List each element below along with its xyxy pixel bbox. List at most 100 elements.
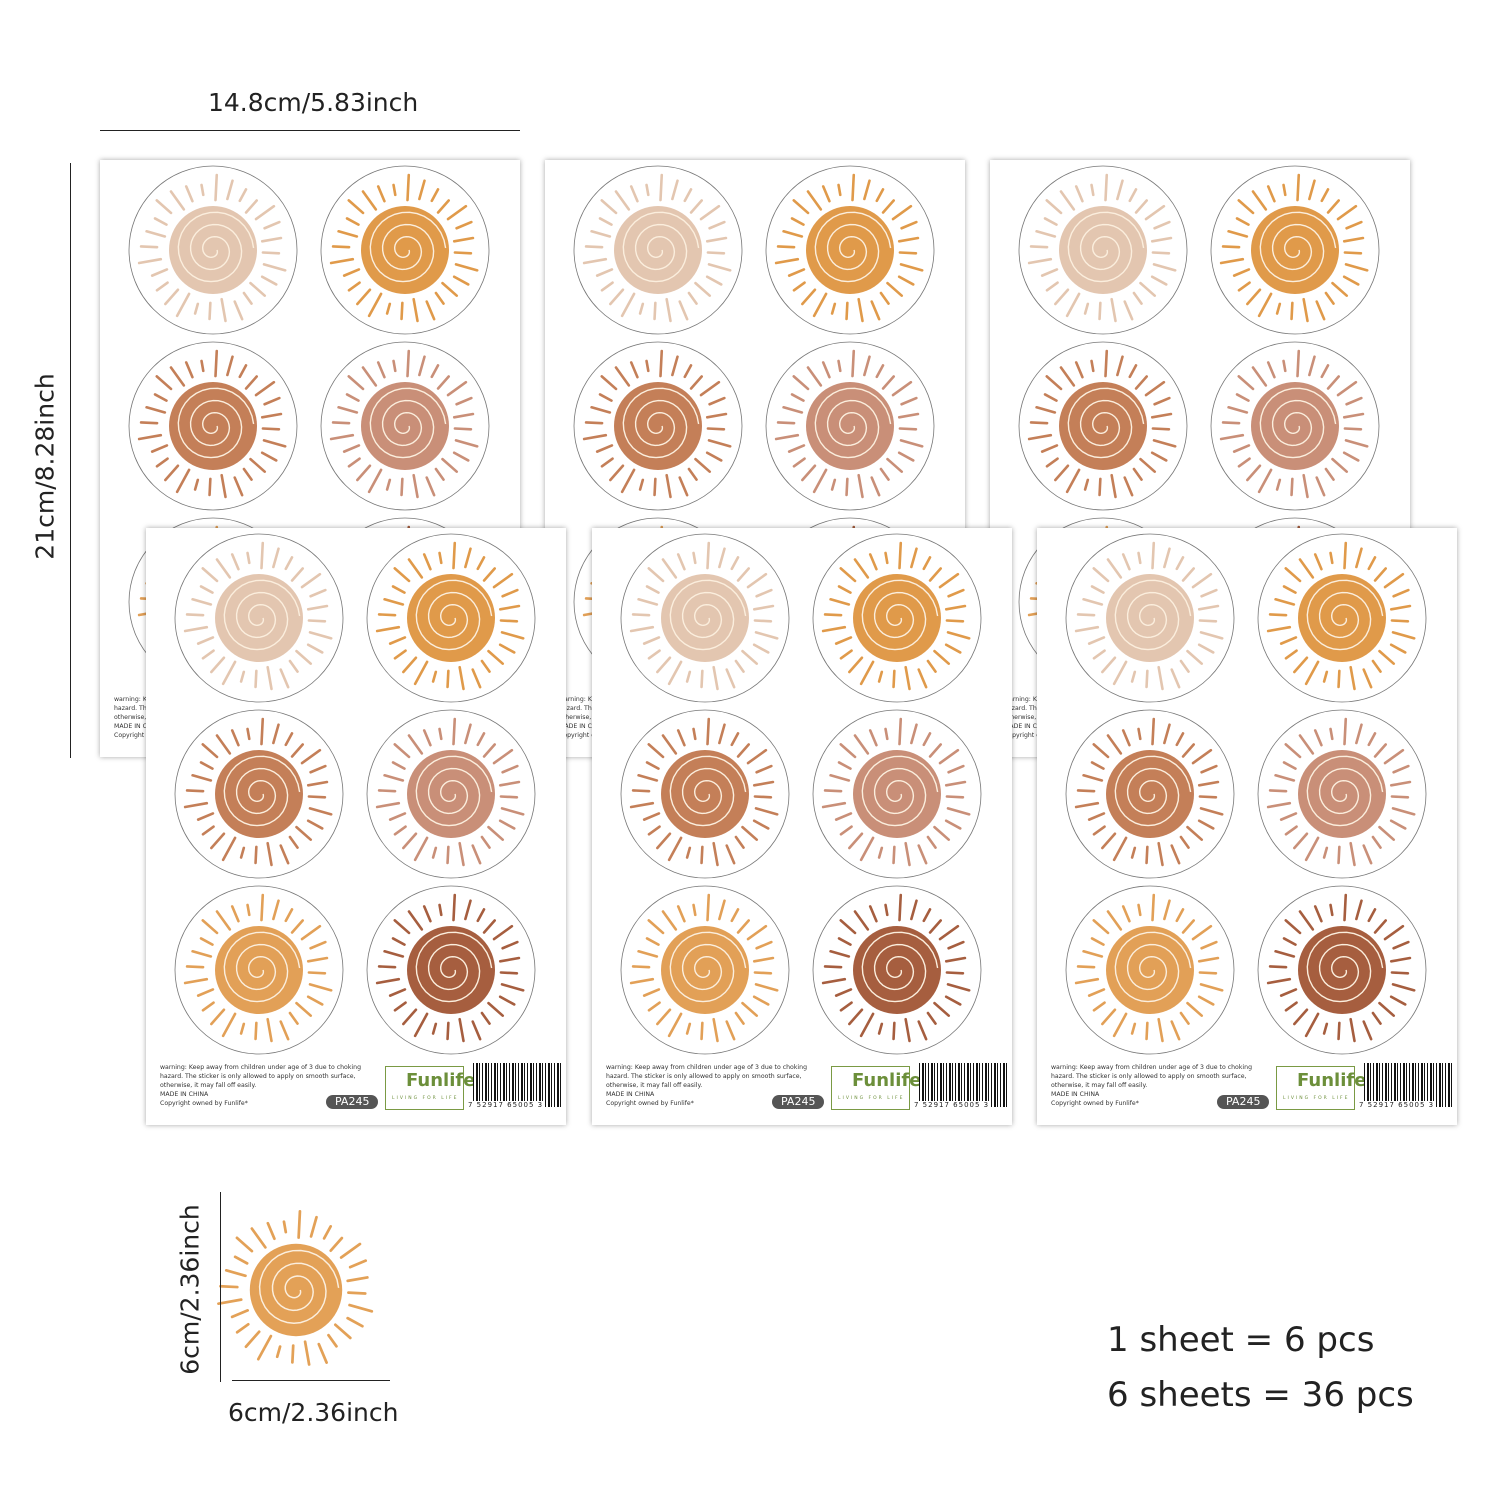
sun-ray	[645, 585, 660, 594]
warning-text: warning: Keep away from children under a…	[160, 1063, 375, 1108]
sun-ray	[685, 670, 692, 683]
sun-ray	[1186, 825, 1204, 841]
sun-ray	[1175, 732, 1185, 747]
sun-ray	[407, 734, 424, 755]
sun-ray	[782, 230, 804, 238]
made-in: MADE IN CHINA	[160, 1091, 209, 1098]
sun-spiral	[369, 387, 447, 459]
sun-ray	[306, 995, 324, 1006]
sun-ray	[1151, 427, 1171, 431]
sun-ray	[881, 199, 895, 214]
sun-ray	[1322, 670, 1329, 683]
sun-ray	[1367, 732, 1377, 747]
made-in: MADE IN CHINA	[1004, 723, 1053, 730]
sun-ray	[947, 764, 965, 774]
sun-ray	[1378, 1001, 1396, 1017]
sun-ray	[812, 468, 828, 494]
sun-sticker	[1257, 709, 1427, 879]
sun-ray	[498, 780, 521, 787]
sun-ray	[260, 541, 265, 570]
sun-ray	[870, 300, 881, 321]
sun-sticker	[1065, 709, 1235, 879]
sun-ray	[678, 300, 689, 321]
sun-ray	[249, 457, 267, 473]
sun-ray	[425, 476, 436, 497]
sun-ray	[1282, 761, 1297, 770]
sun-ray	[383, 598, 405, 606]
sun-spiral	[622, 387, 700, 459]
sun-ray	[406, 173, 411, 202]
sun-ray	[436, 199, 450, 214]
sun-ray	[584, 421, 604, 425]
sun-ray	[492, 748, 514, 765]
sun-ray	[288, 1011, 299, 1025]
sun-ray	[755, 588, 773, 598]
sun-ray	[659, 173, 664, 202]
sun-ray	[239, 846, 246, 859]
sun-ray	[1279, 636, 1298, 645]
sun-ray	[1227, 230, 1249, 238]
sun-ray	[620, 292, 636, 318]
sun-ray	[191, 774, 213, 782]
sun-ray	[1237, 199, 1255, 215]
sun-sticker	[573, 165, 743, 335]
sun-ray	[1362, 1020, 1373, 1041]
sun-ray	[1157, 841, 1164, 867]
sun-ray	[830, 302, 837, 315]
sun-ray	[266, 1221, 276, 1241]
sun-ray	[1074, 801, 1100, 809]
sun-ray	[413, 1012, 429, 1038]
sun-ray	[1284, 567, 1302, 583]
sun-ray	[1389, 643, 1407, 654]
sun-ray	[678, 476, 689, 497]
product-code-badge: PA245	[1217, 1095, 1270, 1109]
brand-name: Funlife	[406, 1070, 476, 1091]
sun-ray	[145, 406, 167, 414]
sun-ray	[498, 604, 521, 611]
sun-ray	[1391, 807, 1416, 816]
brand-logo: Funlife LIVING FOR LIFE	[385, 1066, 475, 1110]
sun-ray	[458, 1017, 465, 1043]
sun-ray	[1082, 950, 1104, 958]
sun-ray	[452, 236, 475, 243]
sun-ray	[1087, 636, 1106, 645]
sun-ray	[1029, 245, 1049, 249]
warning: warning: Keep away from children under a…	[160, 1064, 361, 1089]
sun-ray	[482, 743, 496, 758]
sun-ray	[1329, 551, 1334, 565]
sun-ray	[1336, 380, 1358, 397]
sun-ray	[235, 1322, 250, 1334]
sun-ray	[1390, 619, 1410, 623]
sun-ray	[185, 789, 205, 793]
sun-core	[215, 574, 303, 662]
sun-ray	[834, 812, 853, 821]
sun-ray	[329, 257, 355, 265]
sun-ray	[1322, 846, 1329, 859]
sun-ray	[1349, 665, 1356, 691]
sun-ray	[1344, 439, 1369, 448]
warning: warning: Keep away from children under a…	[1051, 1064, 1252, 1089]
sun-ray	[848, 656, 864, 674]
sun-ray	[1324, 467, 1335, 481]
sun-ray	[233, 476, 244, 497]
sun-ray	[1367, 556, 1377, 571]
sun-ray	[699, 380, 721, 397]
sun-ray	[1373, 743, 1387, 758]
sun-ray	[891, 204, 913, 221]
sun-ray	[859, 660, 875, 686]
sun-ray	[1373, 919, 1387, 934]
sun-ray	[1040, 444, 1059, 453]
sun-ray	[1121, 553, 1131, 571]
sun-ray	[1035, 406, 1057, 414]
sun-sticker	[812, 885, 982, 1055]
sun-ray	[1083, 302, 1090, 315]
sun-ray	[438, 727, 443, 741]
sun-ray	[1121, 905, 1131, 923]
sun-ray	[845, 477, 849, 497]
sun-spiral	[669, 931, 747, 1003]
sun-ray	[346, 1316, 364, 1328]
sun-ray	[1130, 846, 1137, 859]
sun-ray	[266, 841, 273, 867]
sun-ray	[499, 619, 519, 623]
